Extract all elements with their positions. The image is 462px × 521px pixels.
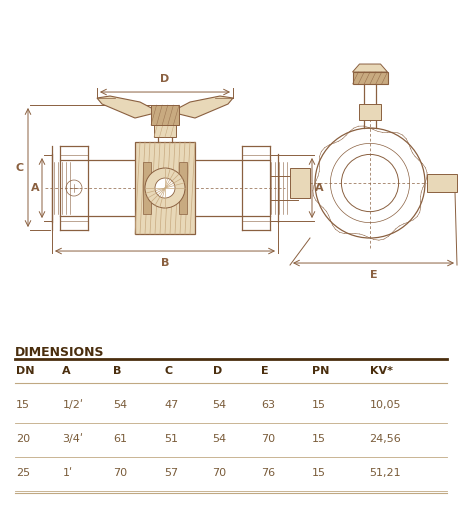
Text: B: B [161,258,169,268]
Text: 51,21: 51,21 [370,468,401,478]
Text: DN: DN [300,181,309,195]
Text: B: B [113,366,122,376]
Bar [290,168,310,198]
Bar [359,104,381,120]
Text: E: E [370,270,377,280]
Text: 47: 47 [164,400,178,410]
Text: 25: 25 [16,468,30,478]
Bar [154,117,176,137]
Text: A: A [62,366,71,376]
Text: D: D [213,366,222,376]
Text: 1ʹ: 1ʹ [62,468,73,478]
Text: 24,56: 24,56 [370,434,401,444]
Text: KV*: KV* [370,366,393,376]
Text: 15: 15 [312,434,326,444]
Text: 57: 57 [164,468,178,478]
Bar [427,174,457,192]
Text: 54: 54 [213,434,227,444]
Circle shape [145,168,185,208]
Text: A: A [30,183,39,193]
Text: D: D [160,74,170,84]
Text: 15: 15 [312,468,326,478]
Bar [135,142,195,234]
Text: 70: 70 [213,468,227,478]
Text: 54: 54 [213,400,227,410]
Text: E: E [261,366,269,376]
Text: 15: 15 [312,400,326,410]
Circle shape [155,178,175,198]
Polygon shape [97,96,159,118]
Bar [353,72,388,84]
Text: 61: 61 [113,434,127,444]
Text: PN: PN [312,366,329,376]
Text: 20: 20 [16,434,30,444]
Text: 51: 51 [164,434,178,444]
Text: 70: 70 [261,434,275,444]
Text: C: C [164,366,172,376]
Text: A: A [315,183,323,193]
Bar [179,162,187,214]
Text: 15: 15 [16,400,30,410]
Text: DN: DN [16,366,35,376]
Text: C: C [16,163,24,172]
Bar [151,105,179,125]
Text: 70: 70 [113,468,128,478]
Text: 1/2ʹ: 1/2ʹ [62,400,83,410]
Text: 10,05: 10,05 [370,400,401,410]
Text: 3/4ʹ: 3/4ʹ [62,434,83,444]
Polygon shape [171,96,233,118]
Text: 63: 63 [261,400,275,410]
Bar [143,162,151,214]
Text: 54: 54 [113,400,128,410]
Polygon shape [353,64,388,72]
Text: DIMENSIONS: DIMENSIONS [15,346,104,359]
Text: 76: 76 [261,468,275,478]
